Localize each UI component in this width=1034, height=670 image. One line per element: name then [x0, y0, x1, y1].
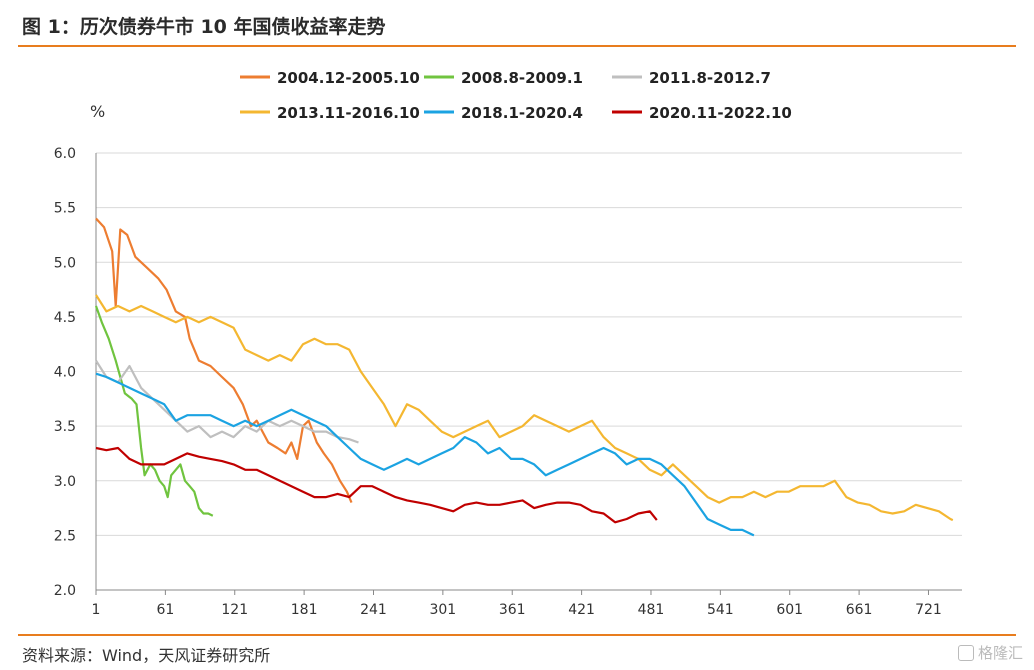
y-tick-label: 4.0: [54, 365, 76, 381]
legend-label: 2020.11-2022.10: [649, 104, 792, 122]
x-tick-label: 421: [568, 602, 595, 618]
series-line-5: [95, 446, 658, 524]
x-tick-label: 1: [92, 602, 101, 618]
legend-label: 2004.12-2005.10: [277, 69, 420, 87]
axes: 2.0 2.5 3.0 3.5 4.0 4.5 5.0 5.5 6.0 1 61 121 181 241 3…: [54, 146, 962, 618]
y-tick-label: 3.0: [54, 474, 76, 490]
x-tick-label: 121: [221, 602, 248, 618]
source-note: 资料来源：Wind，天风证券研究所: [22, 646, 271, 665]
header-divider: [18, 45, 1016, 47]
legend: 2004.12-2005.10 2008.8-2009.1 2011.8-2012.…: [240, 69, 792, 122]
footer-divider: [18, 634, 1016, 636]
x-tick-label: 361: [499, 602, 526, 618]
series-line-4: [95, 372, 755, 537]
y-tick-label: 6.0: [54, 146, 76, 162]
x-tick-label: 661: [846, 602, 873, 618]
line-chart: 2.0 2.5 3.0 3.5 4.0 4.5 5.0 5.5 6.0 1 61 121 181 241 3…: [54, 69, 962, 618]
logo-icon: [958, 644, 974, 661]
series-line-2: [95, 360, 359, 444]
x-tick-label: 241: [360, 602, 387, 618]
header: 图 1：历次债券牛市 10 年国债收益率走势: [0, 0, 1034, 47]
x-tick-label: 301: [429, 602, 456, 618]
watermark-text: 格隆汇: [978, 644, 1024, 662]
figure-title: 图 1：历次债券牛市 10 年国债收益率走势: [22, 16, 386, 38]
y-axis-label: %: [90, 102, 105, 121]
x-tick-label: 541: [707, 602, 734, 618]
y-tick-label: 5.0: [54, 255, 76, 271]
legend-label: 2011.8-2012.7: [649, 69, 771, 87]
y-tick-label: 4.5: [54, 310, 76, 326]
y-tick-label: 3.5: [54, 419, 76, 435]
gridlines: [96, 152, 962, 536]
y-tick-label: 2.5: [54, 528, 76, 544]
series-line-1: [94, 305, 214, 517]
y-tick-label: 2.0: [54, 583, 76, 599]
x-tick-label: 481: [638, 602, 665, 618]
x-tick-label: 61: [156, 602, 174, 618]
x-tick-label: 181: [291, 602, 318, 618]
watermark: 格隆汇: [958, 642, 1023, 663]
legend-label: 2008.8-2009.1: [461, 69, 583, 87]
legend-label: 2018.1-2020.4: [461, 104, 583, 122]
legend-label: 2013.11-2016.10: [277, 104, 420, 122]
x-tick-label: 601: [776, 602, 803, 618]
series-line-3: [95, 294, 954, 522]
y-tick-label: 5.5: [54, 201, 76, 217]
series-lines: [94, 217, 954, 537]
x-tick-label: 721: [915, 602, 942, 618]
